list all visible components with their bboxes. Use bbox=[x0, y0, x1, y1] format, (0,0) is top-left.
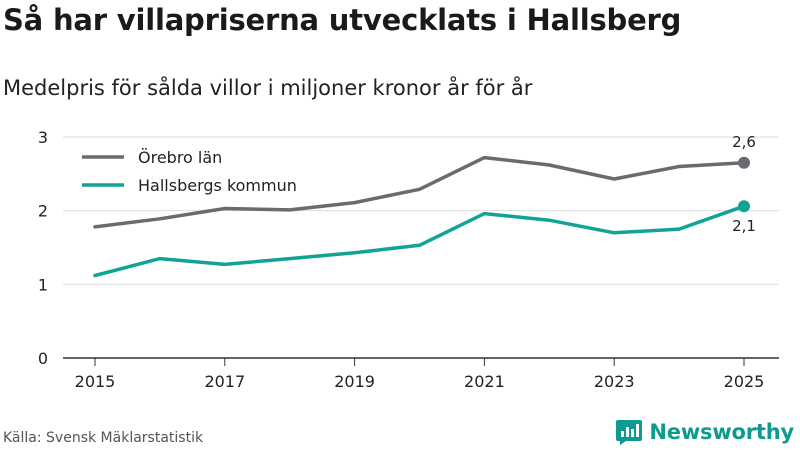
end-label-rebro-l-n: 2,6 bbox=[732, 133, 756, 151]
bar-chart-speech-bubble-icon bbox=[616, 420, 643, 445]
brand-logo: Newsworthy bbox=[615, 418, 794, 446]
x-axis bbox=[63, 357, 779, 366]
x-tick-label-2021: 2021 bbox=[464, 372, 505, 391]
source-note: Källa: Svensk Mäklarstatistik bbox=[3, 430, 204, 446]
legend-label-rebro-l-n: Örebro län bbox=[138, 148, 222, 167]
legend-label-hallsbergs-kommun: Hallsbergs kommun bbox=[138, 176, 297, 195]
legend: Örebro län Hallsbergs kommun bbox=[82, 148, 297, 195]
y-tick-label-1: 1 bbox=[38, 275, 48, 294]
series-line-hallsbergs-kommun bbox=[93, 204, 746, 278]
end-label-hallsbergs-kommun: 2,1 bbox=[732, 217, 756, 235]
brand-name: Newsworthy bbox=[649, 420, 794, 444]
series-endpoint-rebro-l-n bbox=[738, 156, 750, 169]
x-tick-label-2015: 2015 bbox=[75, 372, 116, 391]
y-axis-tick-labels: 0 1 2 3 bbox=[38, 128, 48, 368]
x-tick-label-2025: 2025 bbox=[724, 372, 765, 391]
y-tick-label-0: 0 bbox=[38, 349, 48, 368]
x-tick-label-2017: 2017 bbox=[204, 372, 245, 391]
y-tick-label-2: 2 bbox=[38, 202, 48, 221]
end-value-labels: 2,6 2,1 bbox=[732, 133, 756, 235]
data-series bbox=[93, 155, 750, 278]
x-axis-tick-labels: 2015 2017 2019 2021 2023 2025 bbox=[75, 372, 765, 391]
chart-title: Så har villapriserna utvecklats i Hallsb… bbox=[3, 3, 682, 37]
series-endpoint-hallsbergs-kommun bbox=[738, 200, 750, 213]
x-tick-label-2019: 2019 bbox=[334, 372, 375, 391]
series-line-rebro-l-n bbox=[93, 155, 746, 229]
chart-subtitle: Medelpris för sålda villor i miljoner kr… bbox=[3, 76, 533, 100]
gridlines bbox=[63, 136, 779, 285]
y-tick-label-3: 3 bbox=[38, 128, 48, 147]
x-tick-label-2023: 2023 bbox=[594, 372, 635, 391]
